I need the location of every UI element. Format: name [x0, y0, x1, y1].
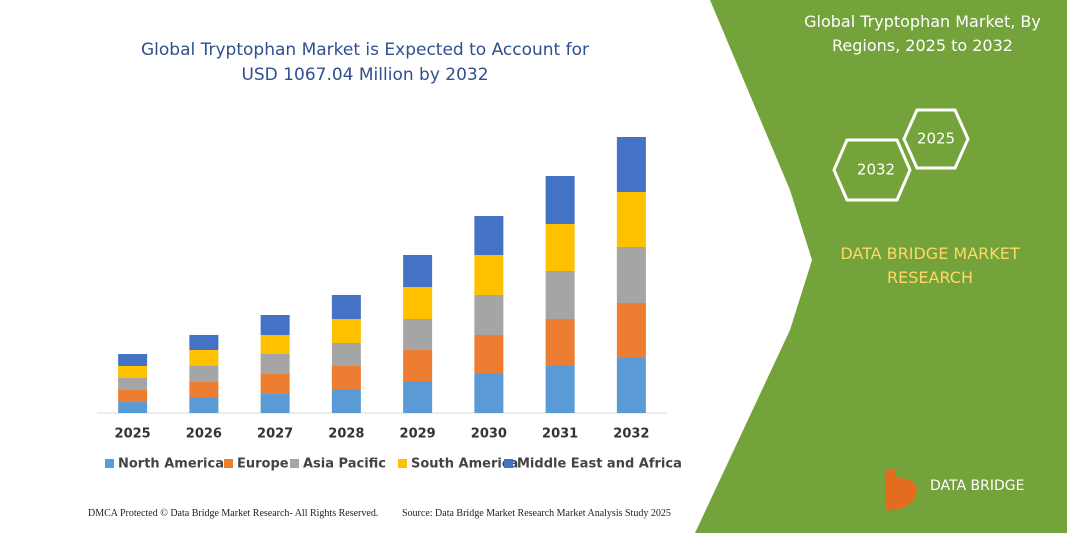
bar-segment	[118, 354, 148, 366]
bar-segment	[474, 335, 504, 374]
x-tick-label: 2031	[542, 427, 578, 442]
bar-segment	[616, 358, 646, 413]
x-tick-label: 2032	[613, 427, 649, 442]
green-panel	[695, 0, 1067, 533]
bar-segment	[474, 295, 504, 335]
bar-segment	[118, 366, 148, 378]
hexagon	[832, 138, 912, 202]
x-tick-label: 2027	[257, 427, 293, 442]
bar-segment	[260, 335, 290, 354]
bar-segment	[260, 374, 290, 394]
bar-segment	[545, 224, 575, 271]
bar-segment	[189, 335, 219, 350]
footer-left: DMCA Protected © Data Bridge Market Rese…	[88, 508, 379, 519]
bar-segment	[403, 382, 433, 413]
legend-label: North America	[118, 457, 224, 472]
bar-segment	[189, 398, 219, 413]
x-tick-label: 2025	[115, 427, 151, 442]
bar-segment	[189, 382, 219, 398]
bar-segment	[260, 354, 290, 374]
legend-label: Middle East and Africa	[517, 457, 682, 472]
bar-segment	[474, 255, 504, 295]
legend-swatch	[224, 459, 233, 468]
bar-segment	[331, 366, 361, 390]
chart-title: Global Tryptophan Market is Expected to …	[140, 40, 590, 85]
bar-segment	[474, 216, 504, 255]
bar-segment	[118, 402, 148, 413]
legend-label: South America	[411, 457, 518, 472]
bar-segment	[403, 350, 433, 382]
bar-segment	[189, 350, 219, 366]
bar-segment	[616, 247, 646, 303]
hexagon	[902, 108, 970, 170]
brand: DATA BRIDGE MARKET RESEARCH	[840, 244, 1020, 287]
bar-segment	[403, 255, 433, 287]
bar-segment	[616, 303, 646, 358]
legend-swatch	[398, 459, 407, 468]
logo-text: DATA BRIDGE	[930, 478, 1024, 494]
logo-icon	[885, 470, 917, 511]
bar-segment	[118, 390, 148, 402]
legend-label: Europe	[237, 457, 289, 472]
bar-segment	[474, 374, 504, 413]
bar-segment	[403, 287, 433, 319]
x-tick-label: 2026	[186, 427, 222, 442]
bar-segment	[545, 319, 575, 366]
footer-right: Source: Data Bridge Market Research Mark…	[402, 508, 671, 519]
bar-segment	[403, 319, 433, 350]
hex-label: 2025	[917, 130, 955, 148]
bar-segment	[545, 271, 575, 319]
legend-label: Asia Pacific	[303, 457, 386, 472]
hex-label: 2032	[857, 161, 895, 179]
x-tick-label: 2030	[471, 427, 507, 442]
bar-segment	[260, 394, 290, 413]
bar-segment	[331, 295, 361, 319]
bar-segment	[545, 176, 575, 224]
bar-segment	[260, 315, 290, 335]
legend-swatch	[290, 459, 299, 468]
x-tick-label: 2028	[328, 427, 364, 442]
bar-segment	[189, 366, 219, 382]
bar-segment	[545, 366, 575, 413]
legend-swatch	[105, 459, 114, 468]
bar-segment	[331, 390, 361, 413]
bar-segment	[616, 192, 646, 247]
bar-segment	[616, 137, 646, 192]
bar-segment	[331, 343, 361, 366]
bar-segment	[118, 378, 148, 390]
legend-swatch	[504, 459, 513, 468]
bar-segment	[331, 319, 361, 343]
panel-title: Global Tryptophan Market, By Regions, 20…	[804, 12, 1041, 55]
x-tick-label: 2029	[400, 427, 436, 442]
